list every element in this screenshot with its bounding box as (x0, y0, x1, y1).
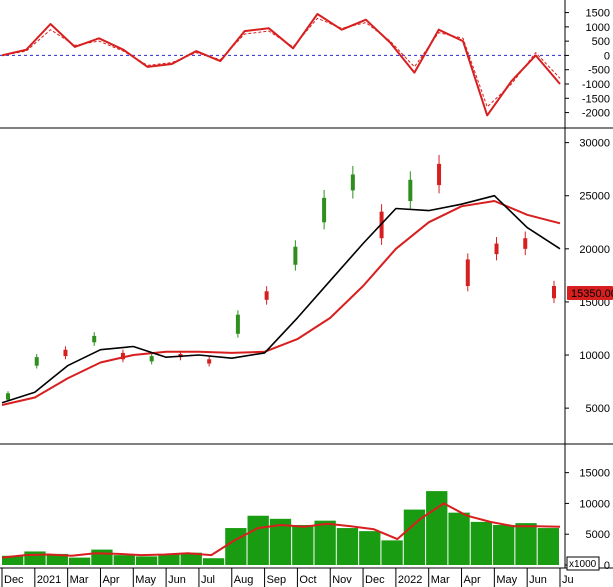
candle-body (207, 359, 212, 364)
x-axis-label: Mar (431, 574, 450, 586)
price-badge-label: 15350.00 (571, 288, 613, 300)
volume-unit-border (566, 556, 600, 571)
x-axis-label: Ju (562, 574, 574, 586)
candle-body (149, 356, 154, 362)
volume-bar (403, 509, 426, 565)
volume-bar (46, 553, 68, 565)
volume-bar (537, 528, 559, 565)
price-ma-fast-line (1, 194, 561, 404)
x-axis-label: Jul (201, 574, 215, 586)
volume-ma-line (1, 502, 561, 559)
candle-body (92, 335, 97, 343)
volume-bar (336, 528, 359, 565)
candle-body (350, 174, 355, 191)
oscillator-panel: 1500 1000 500 0 -500 -1000 -1500 -2000 (0, 8, 610, 120)
candle-body (494, 243, 499, 255)
price-axis-tick-label: 20000 (579, 244, 610, 256)
candle-body (63, 349, 68, 357)
x-axis-label: Dec (4, 574, 24, 586)
volume-bar (292, 524, 314, 565)
candle-body (552, 286, 556, 299)
osc-main-line (1, 13, 561, 117)
x-axis: Dec 2021 Mar Apr May Jun Jul Aug Sep Oct Nov Dec 202… (1, 568, 574, 587)
candle-body (465, 259, 470, 286)
candle-body (235, 314, 240, 334)
x-axis-label: Jun (168, 574, 186, 586)
volume-bar (269, 518, 292, 565)
volume-unit-label: x1000 (569, 559, 597, 570)
candle-body (293, 246, 298, 265)
x-axis-label: 2021 (37, 574, 61, 586)
volume-bar (2, 555, 24, 565)
osc-axis-tick-label: -1500 (582, 93, 610, 105)
volume-axis-tick-label: 5000 (586, 529, 610, 541)
volume-bar (91, 549, 113, 565)
volume-axis-tick-label: 15000 (579, 468, 610, 480)
volume-bar (448, 512, 470, 565)
x-axis-label: May (135, 574, 156, 586)
x-axis-label: Dec (365, 574, 385, 586)
volume-bar (493, 524, 515, 565)
x-axis-label: Apr (102, 574, 119, 586)
x-axis-label: Mar (70, 574, 89, 586)
volume-bar (68, 557, 91, 565)
x-axis-label: Oct (299, 574, 316, 586)
candle-body (408, 179, 413, 202)
osc-axis-tick-label: 500 (592, 36, 610, 48)
x-axis-label: Aug (234, 574, 254, 586)
price-axis-tick-label: 10000 (579, 350, 610, 362)
panel-frames (0, 0, 613, 569)
x-axis-label: Apr (464, 574, 481, 586)
candle-body (34, 357, 39, 366)
volume-bar (180, 552, 202, 565)
volume-bar (135, 556, 158, 565)
volume-bar (113, 555, 135, 565)
price-axis-tick-label: 5000 (586, 403, 610, 415)
osc-axis-tick-label: -1000 (582, 79, 610, 91)
osc-axis-tick-label: 0 (604, 50, 610, 62)
volume-bar (359, 531, 381, 565)
volume-bar (515, 523, 537, 565)
x-axis-label: Sep (267, 574, 287, 586)
volume-bar (202, 558, 225, 565)
x-axis-label: 2022 (398, 574, 422, 586)
candle-body (523, 238, 528, 249)
volume-panel: 15000 10000 5000 0 (1, 468, 610, 572)
volume-bar (225, 528, 247, 565)
osc-axis-tick-label: -2000 (582, 108, 610, 120)
volume-bar (470, 521, 493, 565)
osc-axis-tick-label: 1000 (586, 22, 610, 34)
price-axis-tick-label: 25000 (579, 191, 610, 203)
volume-bar (247, 515, 269, 565)
volume-axis-tick-label: 0 (604, 560, 610, 572)
candle-body (322, 197, 327, 223)
osc-axis-tick-label: -500 (588, 65, 610, 77)
price-badge: 15350.00 (567, 286, 613, 300)
candle-body (264, 291, 269, 300)
osc-signal-line (1, 17, 561, 108)
candle-body (437, 163, 442, 186)
price-badge-bg (567, 286, 613, 300)
volume-unit-box: x1000 (566, 556, 600, 571)
volume-bar (158, 554, 180, 565)
osc-axis-tick-label: 1500 (586, 8, 610, 20)
candle-body (6, 393, 10, 400)
price-ma-slow-line (1, 200, 561, 406)
volume-axis-tick-label: 10000 (579, 498, 610, 510)
x-axis-label: Nov (332, 574, 352, 586)
volume-bar (24, 551, 46, 565)
candle-body (120, 352, 125, 360)
volume-bar (426, 491, 448, 565)
x-axis-label: Jun (529, 574, 547, 586)
volume-bar (314, 520, 336, 565)
price-axis-tick-label: 30000 (579, 138, 610, 150)
volume-bar (381, 540, 403, 565)
x-axis-label: May (496, 574, 517, 586)
